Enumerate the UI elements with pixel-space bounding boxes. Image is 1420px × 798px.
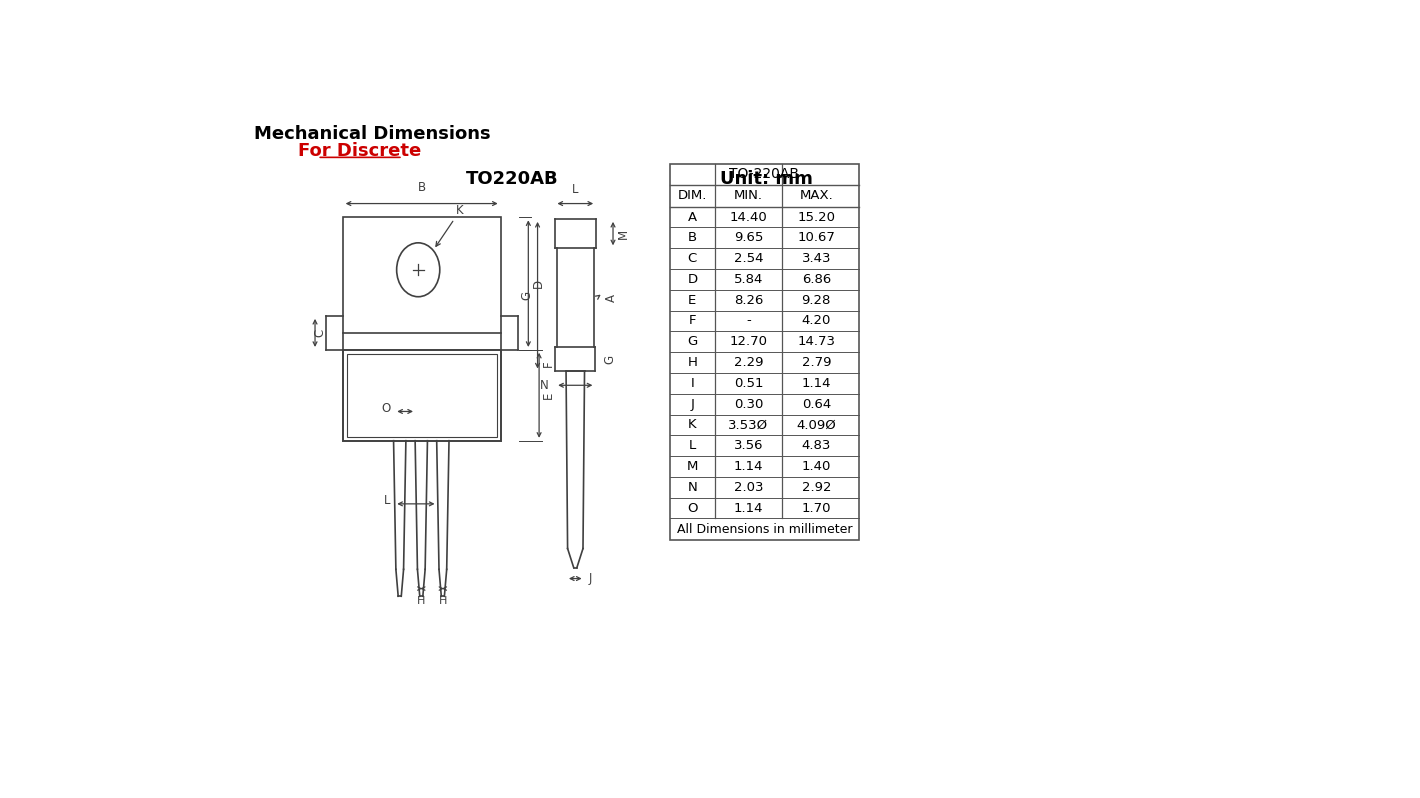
Text: M: M bbox=[687, 460, 699, 473]
Text: L: L bbox=[689, 439, 696, 452]
Text: H: H bbox=[687, 356, 697, 369]
Text: 0.64: 0.64 bbox=[802, 397, 831, 411]
Bar bbox=[342, 350, 501, 440]
Text: F: F bbox=[689, 314, 696, 327]
Text: DIM.: DIM. bbox=[677, 189, 707, 203]
Text: 9.65: 9.65 bbox=[734, 231, 763, 244]
Text: 1.14: 1.14 bbox=[734, 460, 764, 473]
Text: 4.09Ø: 4.09Ø bbox=[797, 418, 836, 432]
Text: For Discrete: For Discrete bbox=[298, 142, 422, 160]
Text: G: G bbox=[687, 335, 697, 348]
Text: 10.67: 10.67 bbox=[798, 231, 835, 244]
Text: 1.40: 1.40 bbox=[802, 460, 831, 473]
Text: 0.30: 0.30 bbox=[734, 397, 763, 411]
Text: 4.83: 4.83 bbox=[802, 439, 831, 452]
Text: M: M bbox=[616, 228, 630, 239]
Text: D: D bbox=[531, 279, 544, 288]
Text: All Dimensions in millimeter: All Dimensions in millimeter bbox=[676, 523, 852, 535]
Text: F: F bbox=[542, 361, 555, 367]
Text: E: E bbox=[542, 392, 555, 399]
Text: 2.92: 2.92 bbox=[801, 481, 831, 494]
Bar bbox=[346, 354, 497, 437]
Text: 5.84: 5.84 bbox=[734, 273, 763, 286]
Text: I: I bbox=[690, 377, 694, 390]
Text: 2.79: 2.79 bbox=[801, 356, 831, 369]
Text: -: - bbox=[746, 314, 751, 327]
Text: TO220AB: TO220AB bbox=[466, 170, 558, 188]
Text: L: L bbox=[383, 494, 391, 508]
Text: E: E bbox=[689, 294, 696, 306]
Text: 8.26: 8.26 bbox=[734, 294, 763, 306]
Text: H: H bbox=[439, 596, 447, 606]
Text: O: O bbox=[687, 502, 697, 515]
Text: MIN.: MIN. bbox=[734, 189, 763, 203]
Text: 14.40: 14.40 bbox=[730, 211, 767, 223]
Text: B: B bbox=[417, 181, 426, 195]
Text: MAX.: MAX. bbox=[799, 189, 834, 203]
Text: TO-220AB: TO-220AB bbox=[730, 168, 799, 181]
Text: 2.03: 2.03 bbox=[734, 481, 764, 494]
Text: 1.14: 1.14 bbox=[801, 377, 831, 390]
Text: K: K bbox=[689, 418, 697, 432]
Text: 1.14: 1.14 bbox=[734, 502, 764, 515]
Text: 2.54: 2.54 bbox=[734, 252, 764, 265]
Text: D: D bbox=[687, 273, 697, 286]
Text: Unit: mm: Unit: mm bbox=[720, 170, 812, 188]
Text: B: B bbox=[687, 231, 697, 244]
Text: 12.70: 12.70 bbox=[730, 335, 768, 348]
Bar bbox=[670, 164, 859, 540]
Text: 2.29: 2.29 bbox=[734, 356, 764, 369]
Text: C: C bbox=[314, 329, 327, 337]
Text: N: N bbox=[687, 481, 697, 494]
Text: 6.86: 6.86 bbox=[802, 273, 831, 286]
Text: 1.70: 1.70 bbox=[801, 502, 831, 515]
Text: 3.43: 3.43 bbox=[801, 252, 831, 265]
Text: 14.73: 14.73 bbox=[797, 335, 835, 348]
Text: C: C bbox=[687, 252, 697, 265]
Text: 15.20: 15.20 bbox=[797, 211, 835, 223]
Text: N: N bbox=[540, 379, 548, 392]
Text: 3.53Ø: 3.53Ø bbox=[728, 418, 768, 432]
Text: 3.56: 3.56 bbox=[734, 439, 764, 452]
Text: K: K bbox=[456, 203, 463, 216]
Text: O: O bbox=[381, 402, 390, 415]
Text: 0.51: 0.51 bbox=[734, 377, 764, 390]
Text: Mechanical Dimensions: Mechanical Dimensions bbox=[254, 125, 490, 144]
Text: L: L bbox=[572, 183, 578, 196]
Text: A: A bbox=[687, 211, 697, 223]
Text: H: H bbox=[417, 596, 426, 606]
Text: G: G bbox=[604, 354, 616, 364]
Bar bbox=[342, 217, 501, 333]
Text: J: J bbox=[588, 572, 592, 585]
Text: 9.28: 9.28 bbox=[802, 294, 831, 306]
Text: G: G bbox=[521, 290, 534, 300]
Text: 4.20: 4.20 bbox=[802, 314, 831, 327]
Text: A: A bbox=[605, 294, 618, 302]
Text: J: J bbox=[690, 397, 694, 411]
